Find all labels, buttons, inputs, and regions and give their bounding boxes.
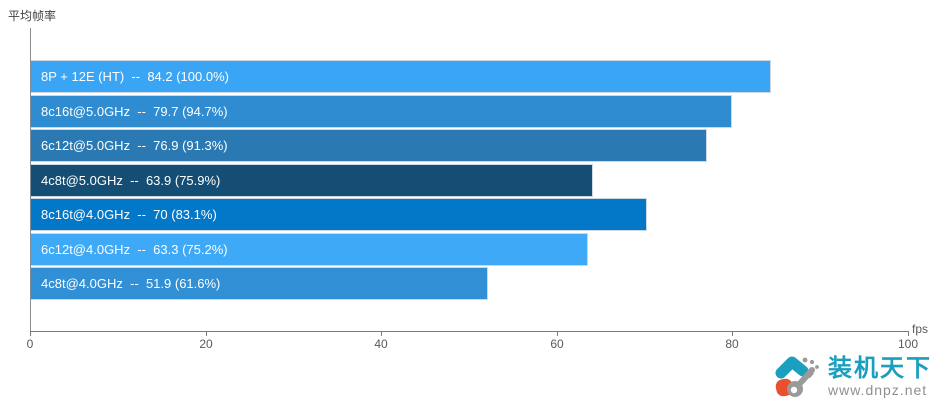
x-axis-line — [30, 331, 908, 332]
bar-label: 4c8t@4.0GHz -- 51.9 (61.6%) — [41, 276, 221, 291]
bar-label: 6c12t@4.0GHz -- 63.3 (75.2%) — [41, 242, 228, 257]
chart-title: 平均帧率 — [8, 9, 57, 23]
bar-label: 8c16t@4.0GHz -- 70 (83.1%) — [41, 207, 217, 222]
watermark: 装机天下 www.dnpz.net — [772, 351, 932, 403]
x-tick — [30, 331, 31, 336]
bar-row: 6c12t@5.0GHz -- 76.9 (91.3%) — [31, 130, 706, 161]
x-tick-label: 20 — [199, 337, 213, 351]
x-tick-label: 100 — [897, 337, 919, 351]
watermark-text: 装机天下 www.dnpz.net — [828, 355, 932, 399]
x-tick — [557, 331, 558, 336]
bar-label: 6c12t@5.0GHz -- 76.9 (91.3%) — [41, 138, 228, 153]
bar-row: 4c8t@4.0GHz -- 51.9 (61.6%) — [31, 268, 487, 299]
x-tick-label: 40 — [374, 337, 388, 351]
brand-url: www.dnpz.net — [828, 382, 928, 398]
brand-logo-icon — [775, 356, 819, 397]
y-axis-line — [30, 28, 31, 331]
bar-label: 8P + 12E (HT) -- 84.2 (100.0%) — [41, 69, 229, 84]
x-tick-label: 80 — [725, 337, 739, 351]
x-tick — [206, 331, 207, 336]
bar-row: 8c16t@4.0GHz -- 70 (83.1%) — [31, 199, 646, 230]
x-tick-label: 0 — [26, 337, 34, 351]
bar-label: 8c16t@5.0GHz -- 79.7 (94.7%) — [41, 104, 228, 119]
bar-row: 8P + 12E (HT) -- 84.2 (100.0%) — [31, 61, 770, 92]
bar-row: 4c8t@5.0GHz -- 63.9 (75.9%) — [31, 165, 592, 196]
x-tick — [381, 331, 382, 336]
x-tick — [908, 331, 909, 336]
bar-label: 4c8t@5.0GHz -- 63.9 (75.9%) — [41, 173, 221, 188]
bar-row: 8c16t@5.0GHz -- 79.7 (94.7%) — [31, 96, 731, 127]
x-tick-label: 60 — [550, 337, 564, 351]
bar-row: 6c12t@4.0GHz -- 63.3 (75.2%) — [31, 234, 587, 265]
x-axis-unit-label: fps — [912, 322, 929, 336]
brand-name: 装机天下 — [828, 355, 932, 382]
x-tick — [732, 331, 733, 336]
